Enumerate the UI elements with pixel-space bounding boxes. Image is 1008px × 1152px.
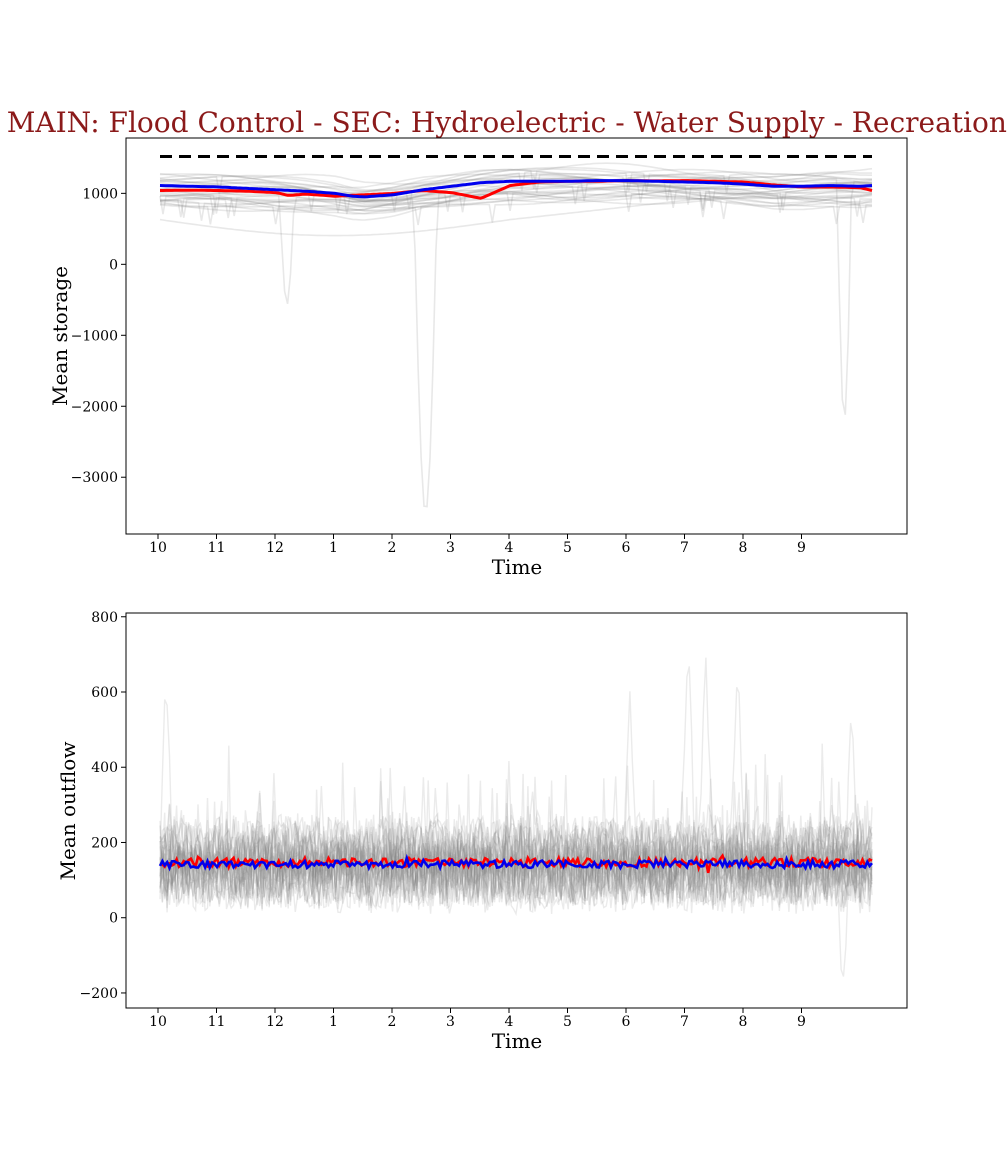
outflow-ensemble-lines <box>159 657 873 977</box>
storage-x-tick-label: 8 <box>739 540 748 556</box>
storage-x-tick-label: 1 <box>329 540 338 556</box>
outflow-ensemble-line <box>159 687 873 885</box>
outflow-series-line-blue <box>158 853 873 872</box>
storage-ensemble-line <box>159 185 873 304</box>
storage-y-tick-label: −1000 <box>71 328 118 344</box>
storage-x-tick-label: 10 <box>149 540 167 556</box>
outflow-x-tick-label: 8 <box>739 1014 748 1030</box>
outflow-ensemble-line <box>159 773 873 890</box>
storage-ensemble-line <box>159 192 873 221</box>
storage-ensemble-line <box>159 168 873 192</box>
outflow-x-tick-label: 11 <box>208 1014 226 1030</box>
storage-ensemble-line <box>159 168 872 193</box>
outflow-ensemble-line <box>159 762 873 891</box>
storage-x-tick-label: 7 <box>680 540 689 556</box>
outflow-ensemble-line <box>159 699 873 907</box>
storage-ensemble-line <box>159 162 873 191</box>
storage-ensemble-line <box>159 178 872 508</box>
outflow-y-tick-label: 400 <box>91 760 118 776</box>
storage-y-axis-label: Mean storage <box>48 266 72 406</box>
storage-y-tick-label: 1000 <box>82 186 118 202</box>
outflow-ensemble-line <box>159 839 873 904</box>
storage-x-tick-label: 3 <box>446 540 455 556</box>
outflow-ensemble-line <box>159 722 873 910</box>
storage-x-tick-label: 4 <box>505 540 514 556</box>
outflow-y-tick-label: 800 <box>91 610 118 626</box>
storage-ensemble-line <box>159 189 873 225</box>
storage-ensemble-line <box>159 179 873 237</box>
storage-ensemble-lines <box>159 162 873 508</box>
outflow-x-tick-label: 12 <box>266 1014 284 1030</box>
storage-y-ticks: −3000 −2000 −1000 0 1000 <box>71 186 126 486</box>
storage-y-tick-label: 0 <box>109 257 118 273</box>
outflow-y-tick-label: 600 <box>91 685 118 701</box>
outflow-x-axis-label: Time <box>492 1029 543 1053</box>
storage-x-ticks: 10 11 12 1 2 3 4 5 6 7 8 9 <box>149 534 806 556</box>
storage-ensemble-line <box>159 168 873 212</box>
outflow-ensemble-line <box>159 779 873 908</box>
storage-ensemble-line <box>159 185 873 219</box>
outflow-ensemble-line <box>159 804 873 914</box>
outflow-ensemble-line <box>159 840 873 910</box>
storage-series-line-blue <box>159 179 873 199</box>
outflow-ensemble-line <box>159 801 873 907</box>
outflow-y-tick-label: 200 <box>91 835 118 851</box>
outflow-ensemble-line <box>159 774 873 908</box>
outflow-ensemble-line <box>159 817 873 904</box>
outflow-x-tick-label: 4 <box>505 1014 514 1030</box>
outflow-series-lines <box>158 853 873 874</box>
outflow-x-tick-label: 10 <box>149 1014 167 1030</box>
outflow-ensemble-line <box>159 781 873 905</box>
outflow-x-tick-label: 6 <box>622 1014 631 1030</box>
outflow-x-tick-label: 9 <box>797 1014 806 1030</box>
outflow-y-tick-label: 0 <box>109 911 118 927</box>
storage-ensemble-line <box>159 172 873 415</box>
storage-y-tick-label: −3000 <box>71 470 118 486</box>
outflow-ensemble-line <box>159 768 873 889</box>
storage-x-tick-label: 2 <box>388 540 397 556</box>
storage-ensemble-line <box>159 168 873 189</box>
storage-ensemble-line <box>159 195 873 221</box>
storage-series-line-red <box>160 179 873 200</box>
storage-y-tick-label: −2000 <box>71 399 118 415</box>
storage-ensemble-line <box>159 193 873 225</box>
storage-series-lines <box>159 179 873 200</box>
outflow-y-tick-label: −200 <box>80 986 118 1002</box>
outflow-ensemble-line <box>159 785 873 877</box>
outflow-ensemble-line <box>159 780 873 977</box>
storage-x-tick-label: 9 <box>797 540 806 556</box>
outflow-x-tick-label: 5 <box>563 1014 572 1030</box>
outflow-x-tick-label: 3 <box>446 1014 455 1030</box>
storage-plot-frame <box>125 137 908 535</box>
outflow-x-tick-label: 7 <box>680 1014 689 1030</box>
storage-ensemble-line <box>159 184 873 217</box>
figure-title: MAIN: Flood Control - SEC: Hydroelectric… <box>7 106 1008 139</box>
outflow-x-tick-label: 2 <box>388 1014 397 1030</box>
outflow-y-ticks: −200 0 200 400 600 800 <box>80 610 126 1002</box>
storage-ensemble-line <box>159 166 872 195</box>
storage-ensemble-line <box>159 187 873 225</box>
outflow-plot-frame <box>125 612 908 1009</box>
outflow-ensemble-line <box>159 754 873 886</box>
storage-x-tick-label: 11 <box>208 540 226 556</box>
storage-x-axis-label: Time <box>492 555 543 579</box>
storage-ensemble-line <box>159 191 872 226</box>
storage-ensemble-line <box>160 187 873 214</box>
storage-ensemble-line <box>159 187 873 224</box>
outflow-x-ticks: 10 11 12 1 2 3 4 5 6 7 8 9 <box>149 1008 806 1030</box>
storage-x-tick-label: 5 <box>563 540 572 556</box>
outflow-y-axis-label: Mean outflow <box>56 742 80 881</box>
outflow-x-tick-label: 1 <box>329 1014 338 1030</box>
storage-ensemble-line <box>159 188 873 207</box>
outflow-ensemble-line <box>159 788 873 900</box>
storage-x-tick-label: 12 <box>266 540 284 556</box>
storage-x-tick-label: 6 <box>622 540 631 556</box>
